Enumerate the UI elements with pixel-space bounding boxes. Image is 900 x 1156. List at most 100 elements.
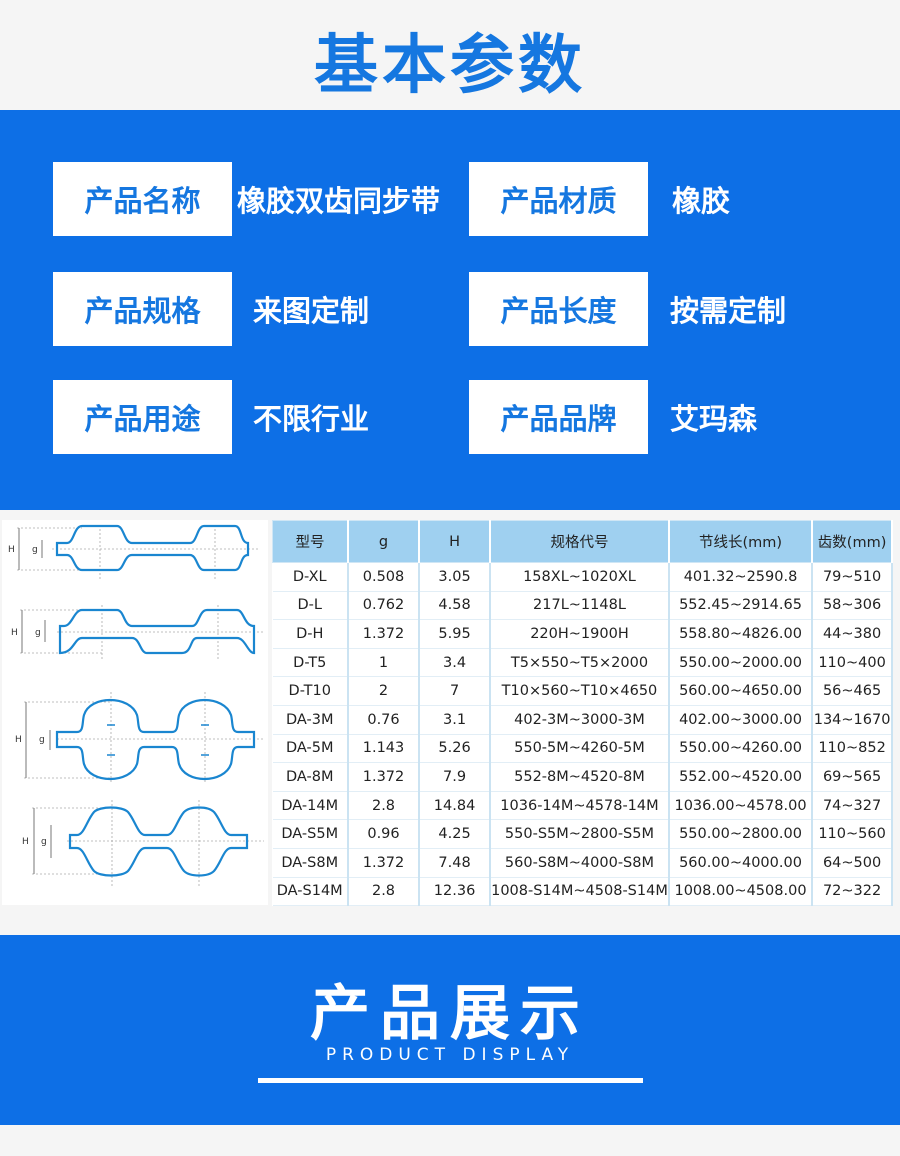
- param-label: 产品品牌: [469, 380, 648, 454]
- table-row: DA-S14M 2.8 12.36 1008-S14M~4508-S14M 1008.0…: [272, 877, 893, 907]
- h-label: H: [22, 837, 29, 847]
- table-cell: 3.05: [419, 562, 492, 592]
- table-cell: 7: [419, 676, 492, 706]
- table-cell: 0.96: [347, 819, 421, 849]
- table-cell: 134~1670: [812, 705, 893, 735]
- table-cell: 3.4: [419, 648, 492, 678]
- table-header-row: 型号 g H 规格代号 节线长(mm) 齿数(mm): [271, 520, 893, 563]
- table-cell: 558.80~4826.00: [668, 619, 814, 649]
- table-cell: 550-S5M~2800-S5M: [490, 819, 670, 849]
- table-cell: D-L: [272, 591, 349, 621]
- table-row: D-T5 1 3.4 T5×550~T5×2000 550.00~2000.00 110~…: [272, 648, 893, 678]
- params-section: 产品名称 橡胶双齿同步带 产品材质 橡胶 产品规格 来图定制 产品长度 按需定制…: [0, 110, 900, 510]
- display-subtitle: PRODUCT DISPLAY: [325, 1045, 575, 1065]
- table-cell: 552.45~2914.65: [668, 591, 814, 621]
- table-cell: 220H~1900H: [490, 619, 670, 649]
- product-display-banner: 产品展示 PRODUCT DISPLAY: [0, 935, 900, 1125]
- table-cell: 550.00~2800.00: [668, 819, 814, 849]
- page-title: 基本参数: [314, 28, 586, 103]
- table-cell: 401.32~2590.8: [668, 562, 814, 592]
- table-row: DA-14M 2.8 14.84 1036-14M~4578-14M 1036.00~4…: [272, 791, 893, 821]
- table-cell: DA-S14M: [272, 877, 349, 907]
- table-cell: 550-5M~4260-5M: [490, 734, 670, 764]
- table-cell: DA-8M: [272, 762, 349, 792]
- table-cell: 0.76: [347, 705, 421, 735]
- param-value: 橡胶: [672, 184, 731, 218]
- column-header: 齿数(mm): [811, 520, 893, 563]
- table-cell: 110~400: [812, 648, 893, 678]
- param-label: 产品材质: [469, 162, 648, 236]
- table-cell: 1.372: [347, 848, 421, 878]
- table-cell: 552.00~4520.00: [668, 762, 814, 792]
- table-row: DA-S5M 0.96 4.25 550-S5M~2800-S5M 550.00~280…: [272, 819, 893, 849]
- table-cell: 110~852: [812, 734, 893, 764]
- table-cell: 217L~1148L: [490, 591, 670, 621]
- table-row: D-H 1.372 5.95 220H~1900H 558.80~4826.00 44~3…: [272, 619, 893, 649]
- table-row: DA-8M 1.372 7.9 552-8M~4520-8M 552.00~4520.0…: [272, 762, 893, 792]
- table-cell: 1: [347, 648, 421, 678]
- param-label: 产品长度: [469, 272, 648, 346]
- table-cell: 2.8: [347, 877, 421, 907]
- table-row: DA-5M 1.143 5.26 550-5M~4260-5M 550.00~4260.…: [272, 734, 893, 764]
- table-cell: DA-5M: [272, 734, 349, 764]
- table-cell: T5×550~T5×2000: [490, 648, 670, 678]
- spec-table: 型号 g H 规格代号 节线长(mm) 齿数(mm) D-XL 0.508 3.05…: [271, 520, 893, 907]
- table-cell: D-T10: [272, 676, 349, 706]
- param-label: 产品规格: [53, 272, 232, 346]
- table-cell: 2: [347, 676, 421, 706]
- table-row: DA-S8M 1.372 7.48 560-S8M~4000-S8M 560.00~40…: [272, 848, 893, 878]
- table-row: D-L 0.762 4.58 217L~1148L 552.45~2914.65 58~3…: [272, 591, 893, 621]
- table-cell: 0.762: [347, 591, 421, 621]
- table-cell: 12.36: [419, 877, 492, 907]
- table-cell: 550.00~2000.00: [668, 648, 814, 678]
- param-value: 橡胶双齿同步带: [237, 184, 441, 218]
- table-row: DA-3M 0.76 3.1 402-3M~3000-3M 402.00~3000.00…: [272, 705, 893, 735]
- table-cell: 2.8: [347, 791, 421, 821]
- g-label: g: [35, 628, 41, 638]
- table-cell: 44~380: [812, 619, 893, 649]
- table-cell: 1036.00~4578.00: [668, 791, 814, 821]
- table-cell: 550.00~4260.00: [668, 734, 814, 764]
- table-cell: 4.58: [419, 591, 492, 621]
- table-cell: 4.25: [419, 819, 492, 849]
- table-cell: 158XL~1020XL: [490, 562, 670, 592]
- table-cell: 1008-S14M~4508-S14M: [490, 877, 670, 907]
- table-cell: DA-3M: [272, 705, 349, 735]
- table-cell: DA-S5M: [272, 819, 349, 849]
- table-cell: D-XL: [272, 562, 349, 592]
- table-cell: 552-8M~4520-8M: [490, 762, 670, 792]
- table-row: D-XL 0.508 3.05 158XL~1020XL 401.32~2590.8 79…: [272, 562, 893, 592]
- table-cell: 402-3M~3000-3M: [490, 705, 670, 735]
- table-cell: 1036-14M~4578-14M: [490, 791, 670, 821]
- param-value: 按需定制: [670, 294, 787, 328]
- table-cell: 110~560: [812, 819, 893, 849]
- param-label: 产品用途: [53, 380, 232, 454]
- h-label: H: [11, 628, 18, 638]
- table-cell: 1.372: [347, 762, 421, 792]
- table-cell: 79~510: [812, 562, 893, 592]
- table-cell: 3.1: [419, 705, 492, 735]
- table-cell: 1.143: [347, 734, 421, 764]
- table-cell: T10×560~T10×4650: [490, 676, 670, 706]
- table-cell: 5.95: [419, 619, 492, 649]
- table-cell: 7.9: [419, 762, 492, 792]
- h-label: H: [8, 545, 15, 555]
- table-cell: 7.48: [419, 848, 492, 878]
- table-cell: D-T5: [272, 648, 349, 678]
- table-cell: 1008.00~4508.00: [668, 877, 814, 907]
- g-label: g: [39, 735, 45, 745]
- table-cell: 72~322: [812, 877, 893, 907]
- table-cell: 560.00~4650.00: [668, 676, 814, 706]
- column-header: g: [347, 520, 421, 563]
- table-row: D-T10 2 7 T10×560~T10×4650 560.00~4650.00 56~…: [272, 676, 893, 706]
- table-cell: 64~500: [812, 848, 893, 878]
- table-cell: 402.00~3000.00: [668, 705, 814, 735]
- table-cell: 1.372: [347, 619, 421, 649]
- table-cell: D-H: [272, 619, 349, 649]
- column-header: H: [418, 520, 492, 563]
- param-label: 产品名称: [53, 162, 232, 236]
- table-cell: 74~327: [812, 791, 893, 821]
- param-value: 来图定制: [253, 294, 370, 328]
- g-label: g: [32, 545, 38, 555]
